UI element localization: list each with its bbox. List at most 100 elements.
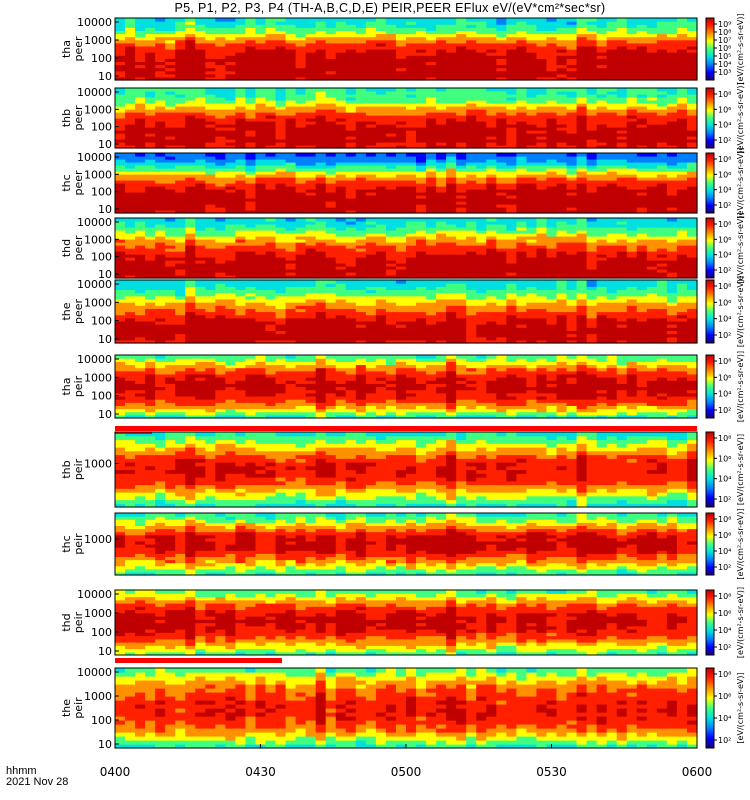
heatmap-cell bbox=[686, 97, 698, 101]
heatmap-cell bbox=[666, 245, 678, 249]
heatmap-cell bbox=[586, 156, 598, 160]
heatmap-cell bbox=[476, 130, 487, 134]
heatmap-cell bbox=[536, 112, 548, 116]
heatmap-cell bbox=[305, 145, 317, 149]
heatmap-cell bbox=[175, 97, 186, 101]
heatmap-cell bbox=[446, 124, 457, 128]
heatmap-cell bbox=[385, 30, 397, 35]
heatmap-cell bbox=[406, 88, 417, 92]
heatmap-cell bbox=[576, 33, 588, 38]
heatmap-cell bbox=[536, 210, 548, 214]
heatmap-cell bbox=[115, 174, 126, 178]
heatmap-cell bbox=[626, 275, 638, 279]
heatmap-cell bbox=[416, 156, 427, 160]
heatmap-cell bbox=[235, 195, 247, 199]
heatmap-cell bbox=[215, 30, 226, 35]
heatmap-cell bbox=[275, 198, 287, 202]
heatmap-cell bbox=[596, 186, 608, 190]
heatmap-cell bbox=[125, 204, 136, 208]
heatmap-cell bbox=[606, 251, 618, 255]
heatmap-cell bbox=[436, 124, 447, 128]
heatmap-cell bbox=[345, 121, 357, 125]
heatmap-cell bbox=[666, 210, 678, 214]
heatmap-cell bbox=[115, 183, 126, 187]
heatmap-cell bbox=[205, 88, 216, 92]
heatmap-cell bbox=[626, 269, 638, 273]
heatmap-cell bbox=[596, 251, 608, 255]
heatmap-cell bbox=[135, 27, 146, 31]
heatmap-cell bbox=[516, 124, 528, 128]
heatmap-cell bbox=[586, 106, 598, 110]
heatmap-cell bbox=[155, 266, 166, 270]
heatmap-cell bbox=[546, 45, 558, 50]
heatmap-cell bbox=[426, 97, 437, 101]
heatmap-cell bbox=[416, 27, 427, 31]
heatmap-cell bbox=[656, 168, 668, 172]
heatmap-cell bbox=[606, 207, 618, 211]
heatmap-cell bbox=[566, 263, 578, 267]
heatmap-cell bbox=[245, 121, 257, 125]
heatmap-cell bbox=[446, 168, 457, 172]
heatmap-cell bbox=[355, 45, 367, 50]
heatmap-cell bbox=[145, 61, 156, 66]
heatmap-cell bbox=[626, 168, 638, 172]
heatmap-cell bbox=[375, 45, 387, 50]
heatmap-cell bbox=[676, 171, 688, 175]
heatmap-cell bbox=[666, 218, 678, 222]
heatmap-cell bbox=[235, 118, 247, 122]
heatmap-cell bbox=[566, 254, 578, 258]
heatmap-cell bbox=[456, 239, 467, 243]
heatmap-cell bbox=[395, 30, 407, 35]
heatmap-cell bbox=[125, 298, 136, 303]
heatmap-cell bbox=[496, 21, 507, 25]
heatmap-cell bbox=[355, 64, 367, 69]
heatmap-cell bbox=[646, 106, 658, 110]
heatmap-cell bbox=[516, 221, 528, 225]
heatmap-cell bbox=[606, 177, 618, 181]
heatmap-cell bbox=[596, 42, 608, 47]
heatmap-cell bbox=[275, 230, 287, 234]
heatmap-cell bbox=[486, 236, 497, 240]
heatmap-cell bbox=[265, 204, 277, 208]
heatmap-cell bbox=[406, 103, 417, 107]
heatmap-cell bbox=[506, 153, 517, 157]
heatmap-cell bbox=[385, 67, 397, 72]
heatmap-cell bbox=[175, 330, 186, 335]
heatmap-cell bbox=[205, 298, 216, 303]
heatmap-cell bbox=[285, 245, 297, 249]
heatmap-cell bbox=[616, 97, 628, 101]
heatmap-cell bbox=[145, 70, 156, 75]
heatmap-cell bbox=[556, 67, 568, 72]
heatmap-cell bbox=[365, 257, 377, 261]
heatmap-cell bbox=[606, 30, 618, 35]
heatmap-cell bbox=[616, 162, 628, 166]
heatmap-cell bbox=[355, 233, 367, 237]
heatmap-cell bbox=[195, 76, 206, 81]
heatmap-cell bbox=[155, 171, 166, 175]
heatmap-cell bbox=[586, 109, 598, 113]
heatmap-cell bbox=[686, 130, 698, 134]
heatmap-cell bbox=[325, 204, 337, 208]
heatmap-cell bbox=[355, 145, 367, 149]
heatmap-cell bbox=[385, 91, 397, 95]
heatmap-cell bbox=[245, 49, 257, 53]
heatmap-cell bbox=[245, 221, 257, 225]
heatmap-cell bbox=[536, 171, 548, 175]
heatmap-cell bbox=[586, 174, 598, 178]
heatmap-cell bbox=[355, 239, 367, 243]
heatmap-cell bbox=[375, 168, 387, 172]
heatmap-cell bbox=[175, 269, 186, 273]
heatmap-cell bbox=[576, 251, 588, 255]
heatmap-cell bbox=[135, 91, 146, 95]
heatmap-cell bbox=[175, 106, 186, 110]
heatmap-cell bbox=[486, 139, 497, 143]
heatmap-cell bbox=[325, 136, 337, 140]
heatmap-cell bbox=[135, 272, 146, 276]
heatmap-cell bbox=[355, 156, 367, 160]
heatmap-cell bbox=[265, 33, 277, 38]
heatmap-cell bbox=[395, 39, 407, 44]
heatmap-cell bbox=[566, 27, 578, 31]
heatmap-cell bbox=[676, 233, 688, 237]
heatmap-cell bbox=[165, 210, 176, 214]
heatmap-cell bbox=[175, 257, 186, 261]
